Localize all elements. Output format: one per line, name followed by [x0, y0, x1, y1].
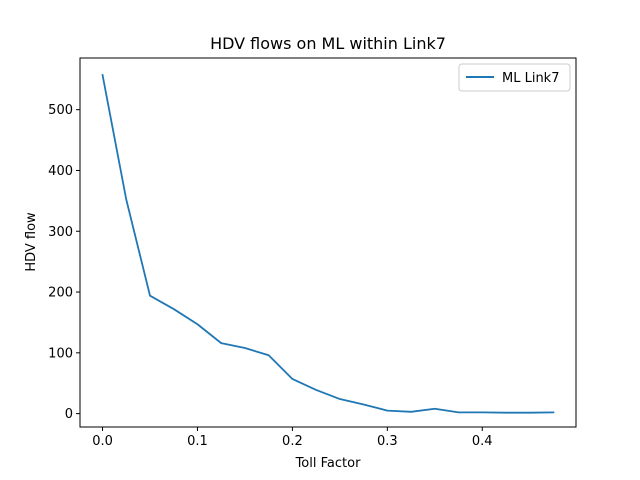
- plot-area: [79, 57, 577, 428]
- chart-title: HDV flows on ML within Link7: [210, 34, 446, 53]
- axes-frame: [79, 57, 577, 428]
- x-tick-label: 0.0: [92, 434, 113, 449]
- axis-ticks: 0.0 0.1 0.2 0.3 0.4 0 100 200 300 400 500: [48, 103, 492, 449]
- y-tick-label: 100: [48, 346, 73, 361]
- y-tick-label: 500: [48, 103, 73, 118]
- x-tick-label: 0.3: [377, 434, 398, 449]
- y-tick-label: 300: [48, 225, 73, 240]
- series-line-ml-link7: [101, 73, 555, 414]
- y-tick-label: 400: [48, 164, 73, 179]
- legend-box: [458, 63, 571, 92]
- x-tick-label: 0.4: [472, 434, 493, 449]
- legend: ML Link7: [458, 63, 571, 92]
- y-tick-label: 0: [65, 407, 73, 422]
- legend-label-ml-link7: ML Link7: [502, 71, 559, 86]
- x-tick-label: 0.1: [187, 434, 208, 449]
- y-axis-label: HDV flow: [24, 212, 39, 272]
- y-tick-label: 200: [48, 286, 73, 301]
- x-tick-label: 0.2: [282, 434, 303, 449]
- x-axis-label: Toll Factor: [295, 456, 361, 471]
